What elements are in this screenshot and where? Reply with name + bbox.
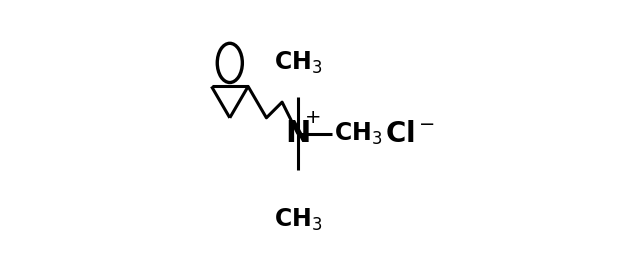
Text: N: N [285,119,310,148]
Text: CH$_3$: CH$_3$ [334,120,383,147]
Text: CH$_3$: CH$_3$ [273,207,322,233]
Text: +: + [305,108,321,127]
Text: Cl$^-$: Cl$^-$ [385,120,436,147]
Text: CH$_3$: CH$_3$ [273,50,322,76]
